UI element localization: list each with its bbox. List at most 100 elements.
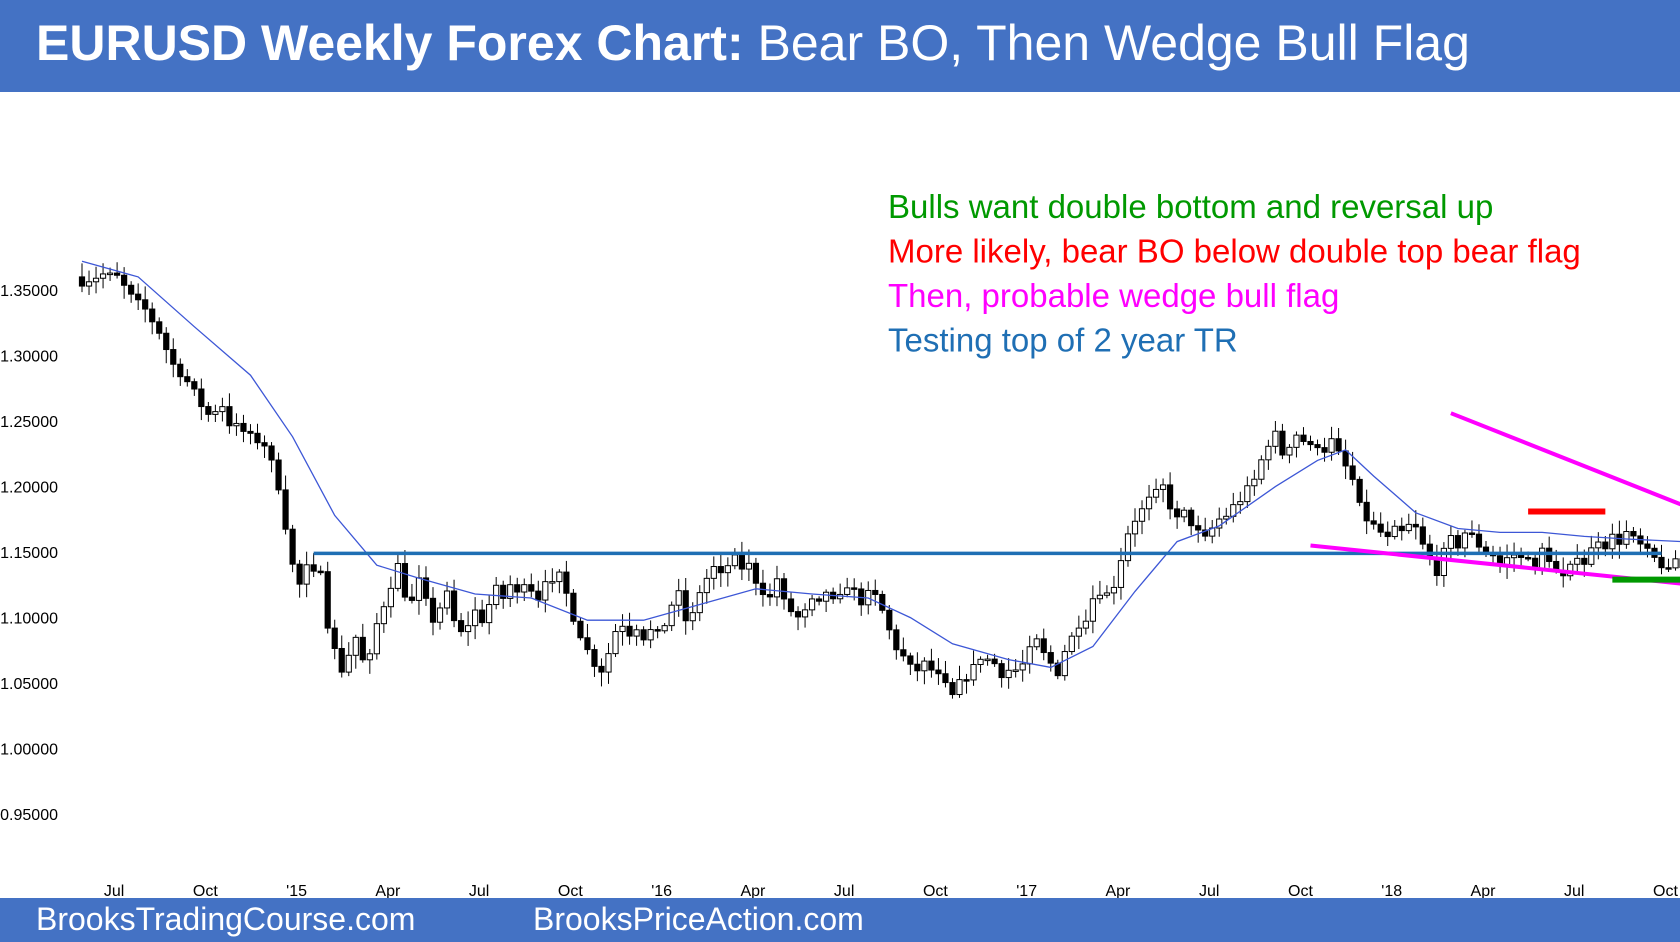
- y-tick-label: 1.15000: [0, 545, 58, 562]
- y-tick-label: 0.95000: [0, 807, 58, 824]
- bear-candle: [879, 593, 886, 611]
- wedge-upper-line: [1450, 411, 1680, 507]
- bear-candle: [563, 571, 570, 594]
- bear-candle: [163, 332, 170, 351]
- bear-candle: [1658, 556, 1665, 569]
- bear-candle: [457, 620, 465, 633]
- bull-candle: [696, 592, 703, 614]
- bull-candle: [823, 591, 830, 602]
- chart-title-subtitle: Bear BO, Then Wedge Bull Flag: [743, 15, 1470, 71]
- bear-candle: [640, 629, 647, 641]
- bear-candle: [1349, 465, 1356, 480]
- bear-candle: [914, 663, 921, 672]
- bull-candle: [703, 577, 710, 594]
- bull-candle: [668, 604, 675, 627]
- brooks-trading-course-link[interactable]: BrooksTradingCourse.com: [36, 901, 416, 937]
- bull-candle: [1117, 560, 1125, 588]
- bull-candle: [1103, 592, 1111, 596]
- bull-candle: [1026, 646, 1033, 665]
- bear-candle: [142, 299, 149, 310]
- x-tick-label: Apr: [1105, 883, 1131, 898]
- bull-candle: [1440, 547, 1447, 577]
- bear-candle: [1314, 444, 1321, 449]
- x-tick-label: Oct: [1288, 883, 1313, 898]
- bull-candle: [1574, 557, 1581, 565]
- bull-candle: [1391, 525, 1398, 538]
- bull-candle: [472, 609, 479, 627]
- bull-candle: [745, 562, 752, 570]
- bear-candle: [1279, 430, 1286, 456]
- bear-candle: [261, 442, 268, 447]
- bear-candle: [1419, 526, 1426, 545]
- bear-candle: [816, 598, 823, 602]
- bull-candle: [984, 658, 991, 662]
- y-tick-label: 1.05000: [0, 676, 58, 693]
- bull-candle: [1265, 445, 1272, 461]
- bear-candle: [500, 584, 507, 599]
- bear-candle: [1188, 509, 1195, 527]
- bull-candle: [1237, 501, 1244, 506]
- x-tick-label: '15: [286, 883, 307, 898]
- bull-candle: [212, 411, 219, 415]
- bull-candle: [1152, 488, 1160, 498]
- bear-candle: [331, 627, 338, 649]
- bull-candle: [801, 609, 809, 618]
- bear-candle: [1335, 438, 1342, 452]
- bull-candle: [605, 653, 612, 673]
- bear-candle: [317, 570, 324, 574]
- x-tick-label: Oct: [558, 883, 583, 898]
- bull-candle: [1131, 520, 1139, 535]
- bear-candle: [121, 274, 128, 286]
- bear-candle: [626, 625, 633, 637]
- bear-candle: [514, 584, 521, 593]
- bull-candle: [415, 577, 423, 601]
- bear-candle: [1202, 529, 1209, 537]
- annotation-text: Testing top of 2 year TR: [888, 322, 1238, 359]
- bear-candle: [226, 406, 233, 427]
- x-tick-label: Oct: [923, 883, 948, 898]
- x-tick-label: Apr: [740, 883, 766, 898]
- bear-candle: [654, 629, 661, 632]
- y-tick-label: 1.00000: [0, 742, 58, 759]
- brooks-price-action-link[interactable]: BrooksPriceAction.com: [533, 901, 864, 937]
- x-tick-label: Jul: [1564, 883, 1584, 898]
- bear-candle: [1454, 535, 1462, 549]
- bull-candle: [1124, 533, 1132, 562]
- bull-candle: [844, 587, 851, 595]
- bear-candle: [584, 637, 591, 651]
- bull-candle: [724, 565, 731, 574]
- bull-candle: [1510, 554, 1518, 559]
- bull-candle: [1447, 535, 1455, 549]
- bull-candle: [921, 660, 928, 672]
- bull-candle: [1096, 594, 1104, 600]
- bear-candle: [408, 596, 416, 601]
- bear-candle: [1342, 450, 1349, 467]
- bear-candle: [156, 321, 163, 334]
- bear-candle: [1174, 508, 1181, 518]
- bull-candle: [1089, 598, 1096, 622]
- bear-candle: [991, 658, 998, 665]
- bear-candle: [359, 636, 366, 661]
- bear-candle: [275, 459, 282, 491]
- bull-candle: [675, 590, 682, 606]
- bear-candle: [1195, 525, 1202, 531]
- bear-candle: [780, 578, 788, 600]
- bear-candle: [205, 406, 212, 415]
- bear-candle: [310, 564, 317, 572]
- bear-candle: [1602, 541, 1609, 550]
- bull-candle: [1138, 508, 1146, 522]
- y-tick-label: 1.25000: [0, 414, 58, 431]
- annotation-text: Bulls want double bottom and reversal up: [888, 188, 1493, 225]
- bull-candle: [661, 625, 668, 632]
- bear-candle: [479, 609, 486, 624]
- bear-candle: [935, 669, 942, 675]
- bear-candle: [682, 590, 689, 622]
- chart-title: EURUSD Weekly Forex Chart: Bear BO, Then…: [36, 14, 1470, 72]
- bull-candle: [1609, 533, 1616, 550]
- bull-candle: [1110, 586, 1118, 594]
- bull-candle: [1251, 478, 1258, 487]
- bear-candle: [289, 528, 296, 565]
- bear-candle: [998, 663, 1005, 679]
- bull-candle: [465, 625, 472, 633]
- bear-candle: [591, 649, 598, 667]
